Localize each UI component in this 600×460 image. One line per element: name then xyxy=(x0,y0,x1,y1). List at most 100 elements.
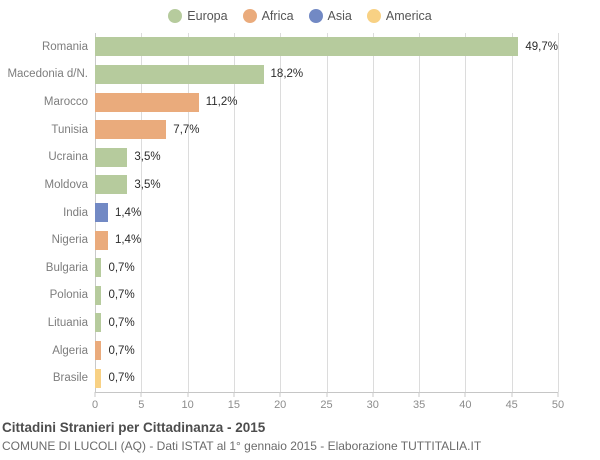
chart-subtitle: COMUNE DI LUCOLI (AQ) - Dati ISTAT al 1°… xyxy=(2,439,482,453)
category-label: Nigeria xyxy=(51,234,88,247)
legend-item[interactable]: Asia xyxy=(308,9,352,23)
legend-item[interactable]: Africa xyxy=(242,9,294,23)
category-label: Macedonia d/N. xyxy=(7,68,88,81)
chart-legend: Europa Africa Asia America xyxy=(0,7,600,25)
bar-row: 0,7% xyxy=(95,258,558,278)
chart-title: Cittadini Stranieri per Cittadinanza - 2… xyxy=(2,420,266,435)
category-label: Bulgaria xyxy=(45,261,88,274)
x-tick-label: 25 xyxy=(320,399,333,411)
bar-value-label: 1,4% xyxy=(114,234,142,247)
x-tick-mark xyxy=(557,392,559,397)
gridline xyxy=(141,33,143,392)
bar xyxy=(95,147,128,167)
bar-value-label: 0,7% xyxy=(108,344,135,357)
bar-value-label: 1,4% xyxy=(114,206,142,219)
x-tick-label: 0 xyxy=(91,399,99,411)
bar-value-label: 0,7% xyxy=(108,289,135,302)
x-tick-mark xyxy=(511,392,513,397)
bar xyxy=(95,230,108,250)
bar-row: 1,4% xyxy=(95,230,558,250)
x-tick-mark xyxy=(187,392,189,397)
bar-row: 49,7% xyxy=(95,37,558,57)
x-tick-mark xyxy=(464,392,466,397)
bar-row: 0,7% xyxy=(95,285,558,305)
legend-swatch-icon xyxy=(242,9,257,23)
bar-row: 18,2% xyxy=(95,64,558,84)
category-label: Moldova xyxy=(44,178,88,191)
x-tick-label: 35 xyxy=(412,399,426,411)
legend-swatch-icon xyxy=(308,9,323,23)
gridline xyxy=(187,33,189,392)
category-label: Romania xyxy=(41,40,88,53)
x-tick-label: 40 xyxy=(459,399,472,411)
gridline xyxy=(372,33,374,392)
bar xyxy=(95,313,102,333)
category-label: Ucraina xyxy=(48,151,88,164)
gridline xyxy=(465,33,467,392)
x-tick-label: 15 xyxy=(227,399,241,411)
legend-item[interactable]: Europa xyxy=(168,9,228,23)
x-tick-label: 20 xyxy=(274,399,287,411)
bar xyxy=(95,64,264,84)
bar-value-label: 0,7% xyxy=(108,372,135,385)
x-tick-mark xyxy=(279,392,281,397)
x-tick-mark xyxy=(140,392,142,397)
bar-value-label: 0,7% xyxy=(108,316,135,329)
bar xyxy=(95,258,102,278)
category-label: Algeria xyxy=(52,344,88,357)
legend-label: America xyxy=(385,9,432,23)
category-label: India xyxy=(63,206,88,219)
x-tick-label: 50 xyxy=(551,399,565,411)
bar xyxy=(95,341,102,361)
x-tick-label: 5 xyxy=(138,399,145,411)
category-label: Marocco xyxy=(43,96,88,109)
bar xyxy=(95,37,519,57)
x-axis-ticks xyxy=(94,392,559,397)
legend-label: Asia xyxy=(327,9,352,23)
legend-swatch-icon xyxy=(168,9,183,23)
x-tick-label: 10 xyxy=(181,399,194,411)
x-axis-labels: 0 5 10 15 20 25 30 35 40 45 50 xyxy=(91,399,564,413)
x-tick-mark xyxy=(418,392,420,397)
bar-value-label: 3,5% xyxy=(134,178,161,191)
bar-row: 7,7% xyxy=(95,120,558,140)
category-label: Brasile xyxy=(52,372,88,385)
bar xyxy=(95,368,102,388)
x-tick-label: 45 xyxy=(505,399,518,411)
bar-row: 11,2% xyxy=(95,92,558,112)
bar xyxy=(95,285,102,305)
bar-row: 0,7% xyxy=(95,341,558,361)
legend-swatch-icon xyxy=(366,9,381,23)
bar-row: 0,7% xyxy=(95,313,558,333)
bar-row: 1,4% xyxy=(95,203,558,222)
bar-value-label: 3,5% xyxy=(134,151,161,164)
x-tick-mark xyxy=(372,392,374,397)
gridline xyxy=(511,33,513,392)
gridline xyxy=(280,33,282,392)
bar xyxy=(95,175,128,195)
gridline xyxy=(419,33,421,392)
x-tick-mark xyxy=(233,392,235,397)
x-tick-label: 30 xyxy=(366,399,379,411)
bar-value-label: 0,7% xyxy=(108,261,135,274)
legend-label: Africa xyxy=(261,9,294,23)
bar xyxy=(95,203,108,222)
bar xyxy=(95,120,167,140)
bar-value-label: 11,2% xyxy=(205,96,238,109)
gridline xyxy=(326,33,328,392)
bar-row: 3,5% xyxy=(95,147,558,167)
x-tick-mark xyxy=(326,392,327,397)
category-label: Polonia xyxy=(49,289,88,302)
category-axis: Romania Macedonia d/N. Marocco Tunisia Ucrai… xyxy=(0,33,88,392)
bar-value-label: 7,7% xyxy=(173,123,200,136)
plot-area: 49,7% 18,2% 11,2% 7,7% 3,5% 3,5% 1,4% 1,4% 0,7% 0… xyxy=(95,33,559,393)
bar-value-label: 18,2% xyxy=(270,68,304,81)
category-label: Tunisia xyxy=(51,123,88,136)
legend-item[interactable]: America xyxy=(366,9,432,23)
bar-value-label: 49,7% xyxy=(525,40,558,53)
bar-row: 3,5% xyxy=(95,175,558,195)
x-tick-mark xyxy=(94,392,96,397)
gridline xyxy=(233,33,235,392)
bar-row: 0,7% xyxy=(95,368,558,388)
